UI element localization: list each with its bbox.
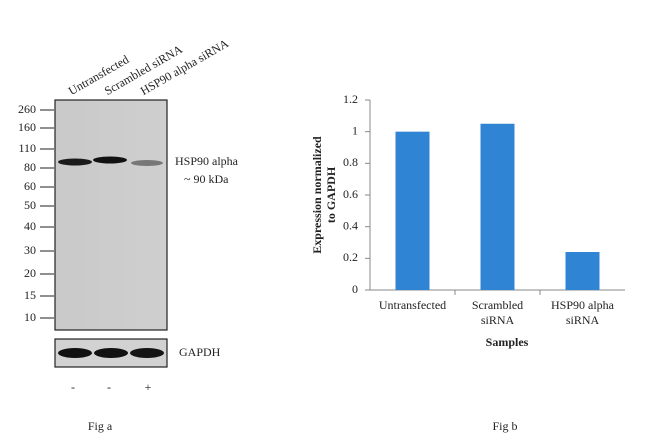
y-tick-label: 1: [352, 123, 358, 137]
bar: [395, 131, 430, 290]
y-tick-label: 1.2: [343, 92, 358, 106]
x-tick-label-line: HSP90 alpha: [551, 298, 615, 312]
bar: [480, 123, 515, 290]
y-axis-label: Expression normalizedto GAPDH: [310, 136, 338, 254]
caption: Fig b: [492, 419, 517, 433]
marker-label: 110: [18, 141, 36, 155]
marker-label: 260: [18, 102, 36, 116]
marker-label: 15: [24, 288, 36, 302]
x-axis-label: Samples: [486, 335, 529, 349]
marker-label: 10: [24, 310, 36, 324]
y-tick-label: 0.6: [343, 187, 358, 201]
y-tick-label: 0.2: [343, 250, 358, 264]
band: [58, 158, 92, 166]
marker-label: 50: [24, 198, 36, 212]
x-tick-label-line: Scrambled: [472, 298, 523, 312]
marker-label: 20: [24, 266, 36, 280]
blot-membrane: [54, 99, 168, 331]
marker-label: 30: [24, 243, 36, 257]
treatment-label: -: [107, 380, 111, 394]
treatment-label: +: [145, 380, 152, 394]
caption: Fig a: [88, 419, 113, 433]
band: [130, 348, 164, 358]
band: [94, 348, 128, 358]
x-tick-label-line: siRNA: [566, 313, 600, 327]
y-axis-label-line: Expression normalized: [310, 136, 324, 254]
bar: [565, 252, 600, 290]
band: [58, 348, 92, 358]
treatment-label: -: [71, 380, 75, 394]
y-tick-label: 0: [352, 282, 358, 296]
x-tick-label: HSP90 alpha siRNA: [551, 298, 615, 327]
band-label: HSP90 alpha: [175, 154, 239, 168]
bar-chart: 0 0.2 0.4 0.6 0.8 1 1.2 Expression normalizedto…: [310, 92, 625, 327]
x-tick-label: Scrambled siRNA: [472, 298, 523, 327]
band: [93, 156, 127, 164]
marker-label: 60: [24, 179, 36, 193]
y-axis-label-line: to GAPDH: [324, 166, 338, 223]
control-label: GAPDH: [179, 345, 221, 359]
band: [131, 160, 163, 166]
band-size: ~ 90 kDa: [184, 172, 229, 186]
x-tick-label: Untransfected: [379, 298, 446, 312]
marker-label: 160: [18, 120, 36, 134]
marker-label: 40: [24, 219, 36, 233]
y-tick-label: 0.4: [343, 218, 358, 232]
x-tick-label-line: siRNA: [481, 313, 515, 327]
marker-label: 80: [24, 160, 36, 174]
y-tick-label: 0.8: [343, 155, 358, 169]
